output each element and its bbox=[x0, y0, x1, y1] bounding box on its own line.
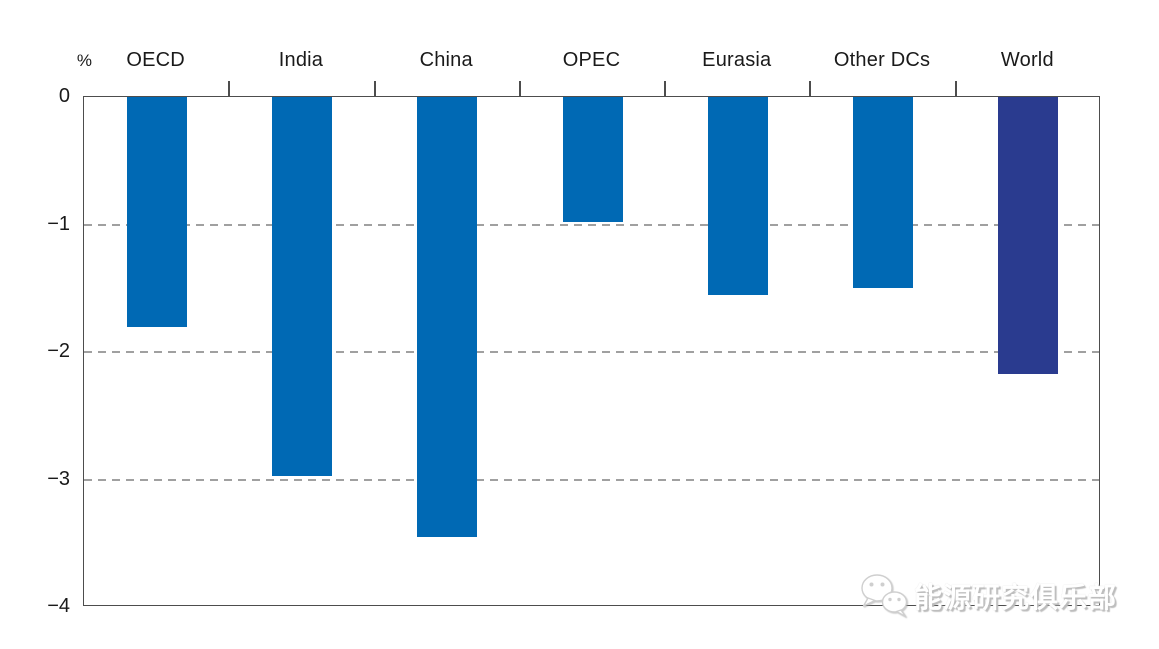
y-axis-unit-label: % bbox=[76, 51, 92, 70]
plot-area bbox=[83, 81, 1100, 606]
gridline--3 bbox=[84, 478, 1099, 481]
category-label-oecd: OECD bbox=[126, 49, 185, 71]
y-tick-label--3: −3 bbox=[47, 467, 70, 490]
bar-oecd bbox=[126, 97, 187, 327]
category-label-world: World bbox=[1000, 49, 1054, 71]
wechat-icon bbox=[861, 574, 908, 618]
y-tick-label--1: −1 bbox=[47, 212, 70, 235]
bar-other-dcs bbox=[853, 97, 914, 289]
y-tick-label--4: −4 bbox=[47, 595, 70, 617]
watermark-text: 能源研究俱乐部 bbox=[914, 582, 1118, 613]
bar-india bbox=[271, 97, 332, 476]
category-label-eurasia: Eurasia bbox=[702, 49, 772, 71]
category-label-india: India bbox=[278, 49, 324, 71]
bar-world bbox=[998, 97, 1059, 374]
y-tick-label--2: −2 bbox=[47, 340, 70, 362]
category-separator-tick bbox=[954, 81, 957, 97]
category-separator-tick bbox=[373, 81, 376, 97]
watermark: 能源研究俱乐部 bbox=[858, 572, 1117, 620]
category-separator-tick bbox=[518, 81, 521, 97]
category-label-china: China bbox=[419, 49, 473, 71]
gridline--2 bbox=[84, 351, 1099, 353]
y-tick-label-0: 0 bbox=[58, 85, 70, 107]
bar-eurasia bbox=[707, 97, 768, 295]
category-separator-tick bbox=[664, 81, 667, 97]
bar-opec bbox=[562, 97, 623, 222]
category-separator-tick bbox=[228, 81, 231, 97]
category-label-opec: OPEC bbox=[562, 49, 621, 71]
bar-china bbox=[417, 97, 478, 537]
category-label-other-dcs: Other DCs bbox=[833, 49, 931, 71]
gridline--1 bbox=[84, 223, 1099, 226]
category-separator-tick bbox=[809, 81, 812, 97]
